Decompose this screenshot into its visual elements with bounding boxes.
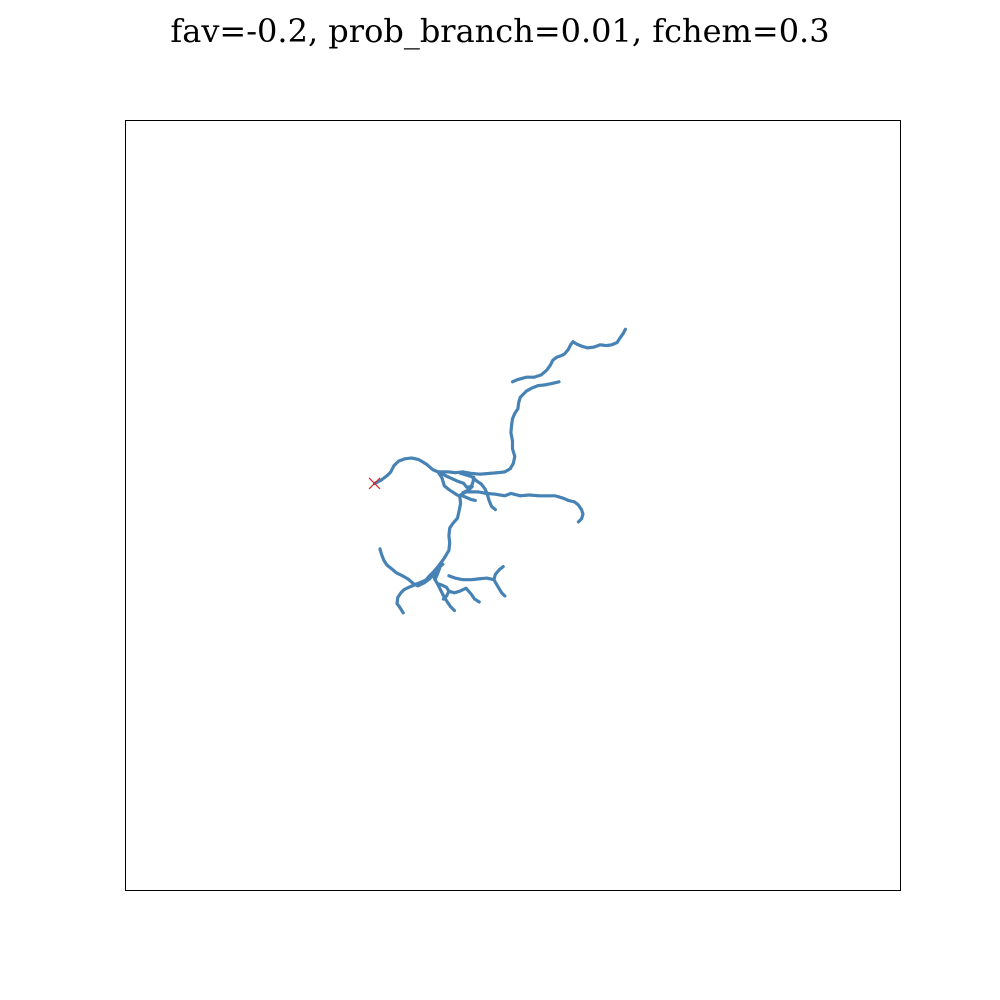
series-line-13 xyxy=(447,574,508,599)
series-line-17 xyxy=(571,327,628,350)
series-line-15 xyxy=(436,470,476,489)
series-line-3 xyxy=(459,490,585,524)
series-line-9 xyxy=(433,566,442,582)
series-line-10 xyxy=(395,573,436,615)
series-line-12 xyxy=(459,471,497,512)
series-line-8 xyxy=(435,581,456,613)
series-line-1 xyxy=(373,380,561,485)
chart-title: fav=-0.2, prob_branch=0.01, fchem=0.3 xyxy=(170,12,830,50)
marker-layer xyxy=(368,477,381,490)
series-line-14 xyxy=(492,564,505,582)
series-line-6 xyxy=(378,547,436,588)
series-layer xyxy=(373,327,628,615)
series-line-4 xyxy=(459,493,477,502)
series-line-11 xyxy=(447,586,481,604)
series-line-16 xyxy=(510,340,575,384)
axes-frame xyxy=(125,120,901,891)
origin-marker xyxy=(368,477,381,490)
